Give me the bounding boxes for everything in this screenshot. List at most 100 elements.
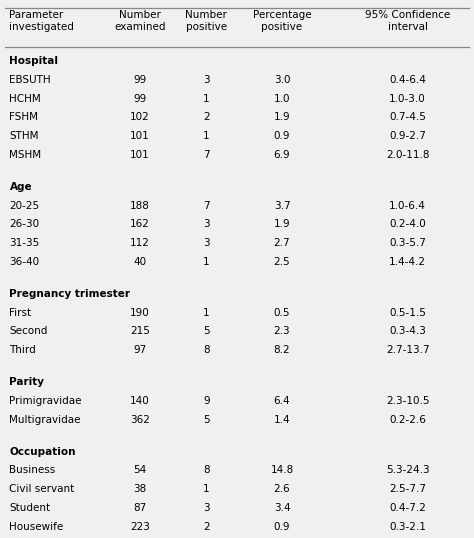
Text: 2.6: 2.6 xyxy=(273,484,291,494)
Text: 0.2-2.6: 0.2-2.6 xyxy=(389,415,426,424)
Text: Third: Third xyxy=(9,345,36,355)
Text: 8.2: 8.2 xyxy=(273,345,291,355)
Text: Housewife: Housewife xyxy=(9,521,64,532)
Text: 101: 101 xyxy=(130,131,150,141)
Text: 5.3-24.3: 5.3-24.3 xyxy=(386,465,429,475)
Text: 1: 1 xyxy=(203,484,210,494)
Text: Business: Business xyxy=(9,465,56,475)
Text: 0.2-4.0: 0.2-4.0 xyxy=(389,220,426,229)
Text: 3: 3 xyxy=(203,238,210,248)
Text: 3: 3 xyxy=(203,75,210,85)
Text: STHM: STHM xyxy=(9,131,39,141)
Text: 26-30: 26-30 xyxy=(9,220,40,229)
Text: MSHM: MSHM xyxy=(9,150,42,160)
Text: 1: 1 xyxy=(203,94,210,104)
Text: 99: 99 xyxy=(133,75,146,85)
Text: 1.9: 1.9 xyxy=(273,112,291,123)
Text: Percentage
positive: Percentage positive xyxy=(253,10,311,32)
Text: 6.9: 6.9 xyxy=(273,150,291,160)
Text: 0.9: 0.9 xyxy=(274,521,290,532)
Text: 188: 188 xyxy=(130,201,150,211)
Text: 362: 362 xyxy=(130,415,150,424)
Text: 1.0-3.0: 1.0-3.0 xyxy=(389,94,426,104)
Text: 8: 8 xyxy=(203,345,210,355)
Text: Occupation: Occupation xyxy=(9,447,76,457)
Text: 162: 162 xyxy=(130,220,150,229)
Text: 2.7: 2.7 xyxy=(273,238,291,248)
Text: 87: 87 xyxy=(133,503,146,513)
Text: 3: 3 xyxy=(203,503,210,513)
Text: 215: 215 xyxy=(130,327,150,336)
Text: 1.4: 1.4 xyxy=(273,415,291,424)
Text: 1.4-4.2: 1.4-4.2 xyxy=(389,257,426,267)
Text: 0.3-2.1: 0.3-2.1 xyxy=(389,521,426,532)
Text: 38: 38 xyxy=(133,484,146,494)
Text: 0.9: 0.9 xyxy=(274,131,290,141)
Text: 223: 223 xyxy=(130,521,150,532)
Text: 0.5: 0.5 xyxy=(274,308,290,317)
Text: 0.5-1.5: 0.5-1.5 xyxy=(389,308,426,317)
Text: Second: Second xyxy=(9,327,48,336)
Text: 2.3-10.5: 2.3-10.5 xyxy=(386,396,429,406)
Text: HCHM: HCHM xyxy=(9,94,41,104)
Text: 36-40: 36-40 xyxy=(9,257,40,267)
Text: Civil servant: Civil servant xyxy=(9,484,75,494)
Text: 31-35: 31-35 xyxy=(9,238,40,248)
Text: Student: Student xyxy=(9,503,51,513)
Text: 1.0: 1.0 xyxy=(274,94,290,104)
Text: 0.3-4.3: 0.3-4.3 xyxy=(389,327,426,336)
Text: 5: 5 xyxy=(203,415,210,424)
Text: 2.5: 2.5 xyxy=(273,257,291,267)
Text: 3.4: 3.4 xyxy=(273,503,291,513)
Text: 2.3: 2.3 xyxy=(273,327,291,336)
Text: 0.7-4.5: 0.7-4.5 xyxy=(389,112,426,123)
Text: 2.0-11.8: 2.0-11.8 xyxy=(386,150,429,160)
Text: 9: 9 xyxy=(203,396,210,406)
Text: 6.4: 6.4 xyxy=(273,396,291,406)
Text: 8: 8 xyxy=(203,465,210,475)
Text: EBSUTH: EBSUTH xyxy=(9,75,51,85)
Text: 3.7: 3.7 xyxy=(273,201,291,211)
Text: 3.0: 3.0 xyxy=(274,75,290,85)
Text: 5: 5 xyxy=(203,327,210,336)
Text: 1: 1 xyxy=(203,308,210,317)
Text: 97: 97 xyxy=(133,345,146,355)
Text: 2.7-13.7: 2.7-13.7 xyxy=(386,345,429,355)
Text: Hospital: Hospital xyxy=(9,56,58,66)
Text: 2: 2 xyxy=(203,521,210,532)
Text: 190: 190 xyxy=(130,308,150,317)
Text: 7: 7 xyxy=(203,201,210,211)
Text: 1: 1 xyxy=(203,131,210,141)
Text: 0.4-6.4: 0.4-6.4 xyxy=(389,75,426,85)
Text: 0.4-7.2: 0.4-7.2 xyxy=(389,503,426,513)
Text: 112: 112 xyxy=(130,238,150,248)
Text: Primigravidae: Primigravidae xyxy=(9,396,82,406)
Text: 1: 1 xyxy=(203,257,210,267)
Text: 101: 101 xyxy=(130,150,150,160)
Text: 95% Confidence
interval: 95% Confidence interval xyxy=(365,10,450,32)
Text: 102: 102 xyxy=(130,112,150,123)
Text: Parity: Parity xyxy=(9,377,45,387)
Text: Age: Age xyxy=(9,182,32,192)
Text: 0.9-2.7: 0.9-2.7 xyxy=(389,131,426,141)
Text: 99: 99 xyxy=(133,94,146,104)
Text: 1.0-6.4: 1.0-6.4 xyxy=(389,201,426,211)
Text: First: First xyxy=(9,308,32,317)
Text: FSHM: FSHM xyxy=(9,112,38,123)
Text: 3: 3 xyxy=(203,220,210,229)
Text: 7: 7 xyxy=(203,150,210,160)
Text: 2: 2 xyxy=(203,112,210,123)
Text: Number
examined: Number examined xyxy=(114,10,165,32)
Text: 14.8: 14.8 xyxy=(270,465,294,475)
Text: 0.3-5.7: 0.3-5.7 xyxy=(389,238,426,248)
Text: 40: 40 xyxy=(133,257,146,267)
Text: Parameter
investigated: Parameter investigated xyxy=(9,10,74,32)
Text: 2.5-7.7: 2.5-7.7 xyxy=(389,484,426,494)
Text: 1.9: 1.9 xyxy=(273,220,291,229)
Text: 54: 54 xyxy=(133,465,146,475)
Text: 20-25: 20-25 xyxy=(9,201,40,211)
Text: Multigravidae: Multigravidae xyxy=(9,415,81,424)
Text: 140: 140 xyxy=(130,396,150,406)
Text: Pregnancy trimester: Pregnancy trimester xyxy=(9,289,130,299)
Text: Number
positive: Number positive xyxy=(185,10,227,32)
